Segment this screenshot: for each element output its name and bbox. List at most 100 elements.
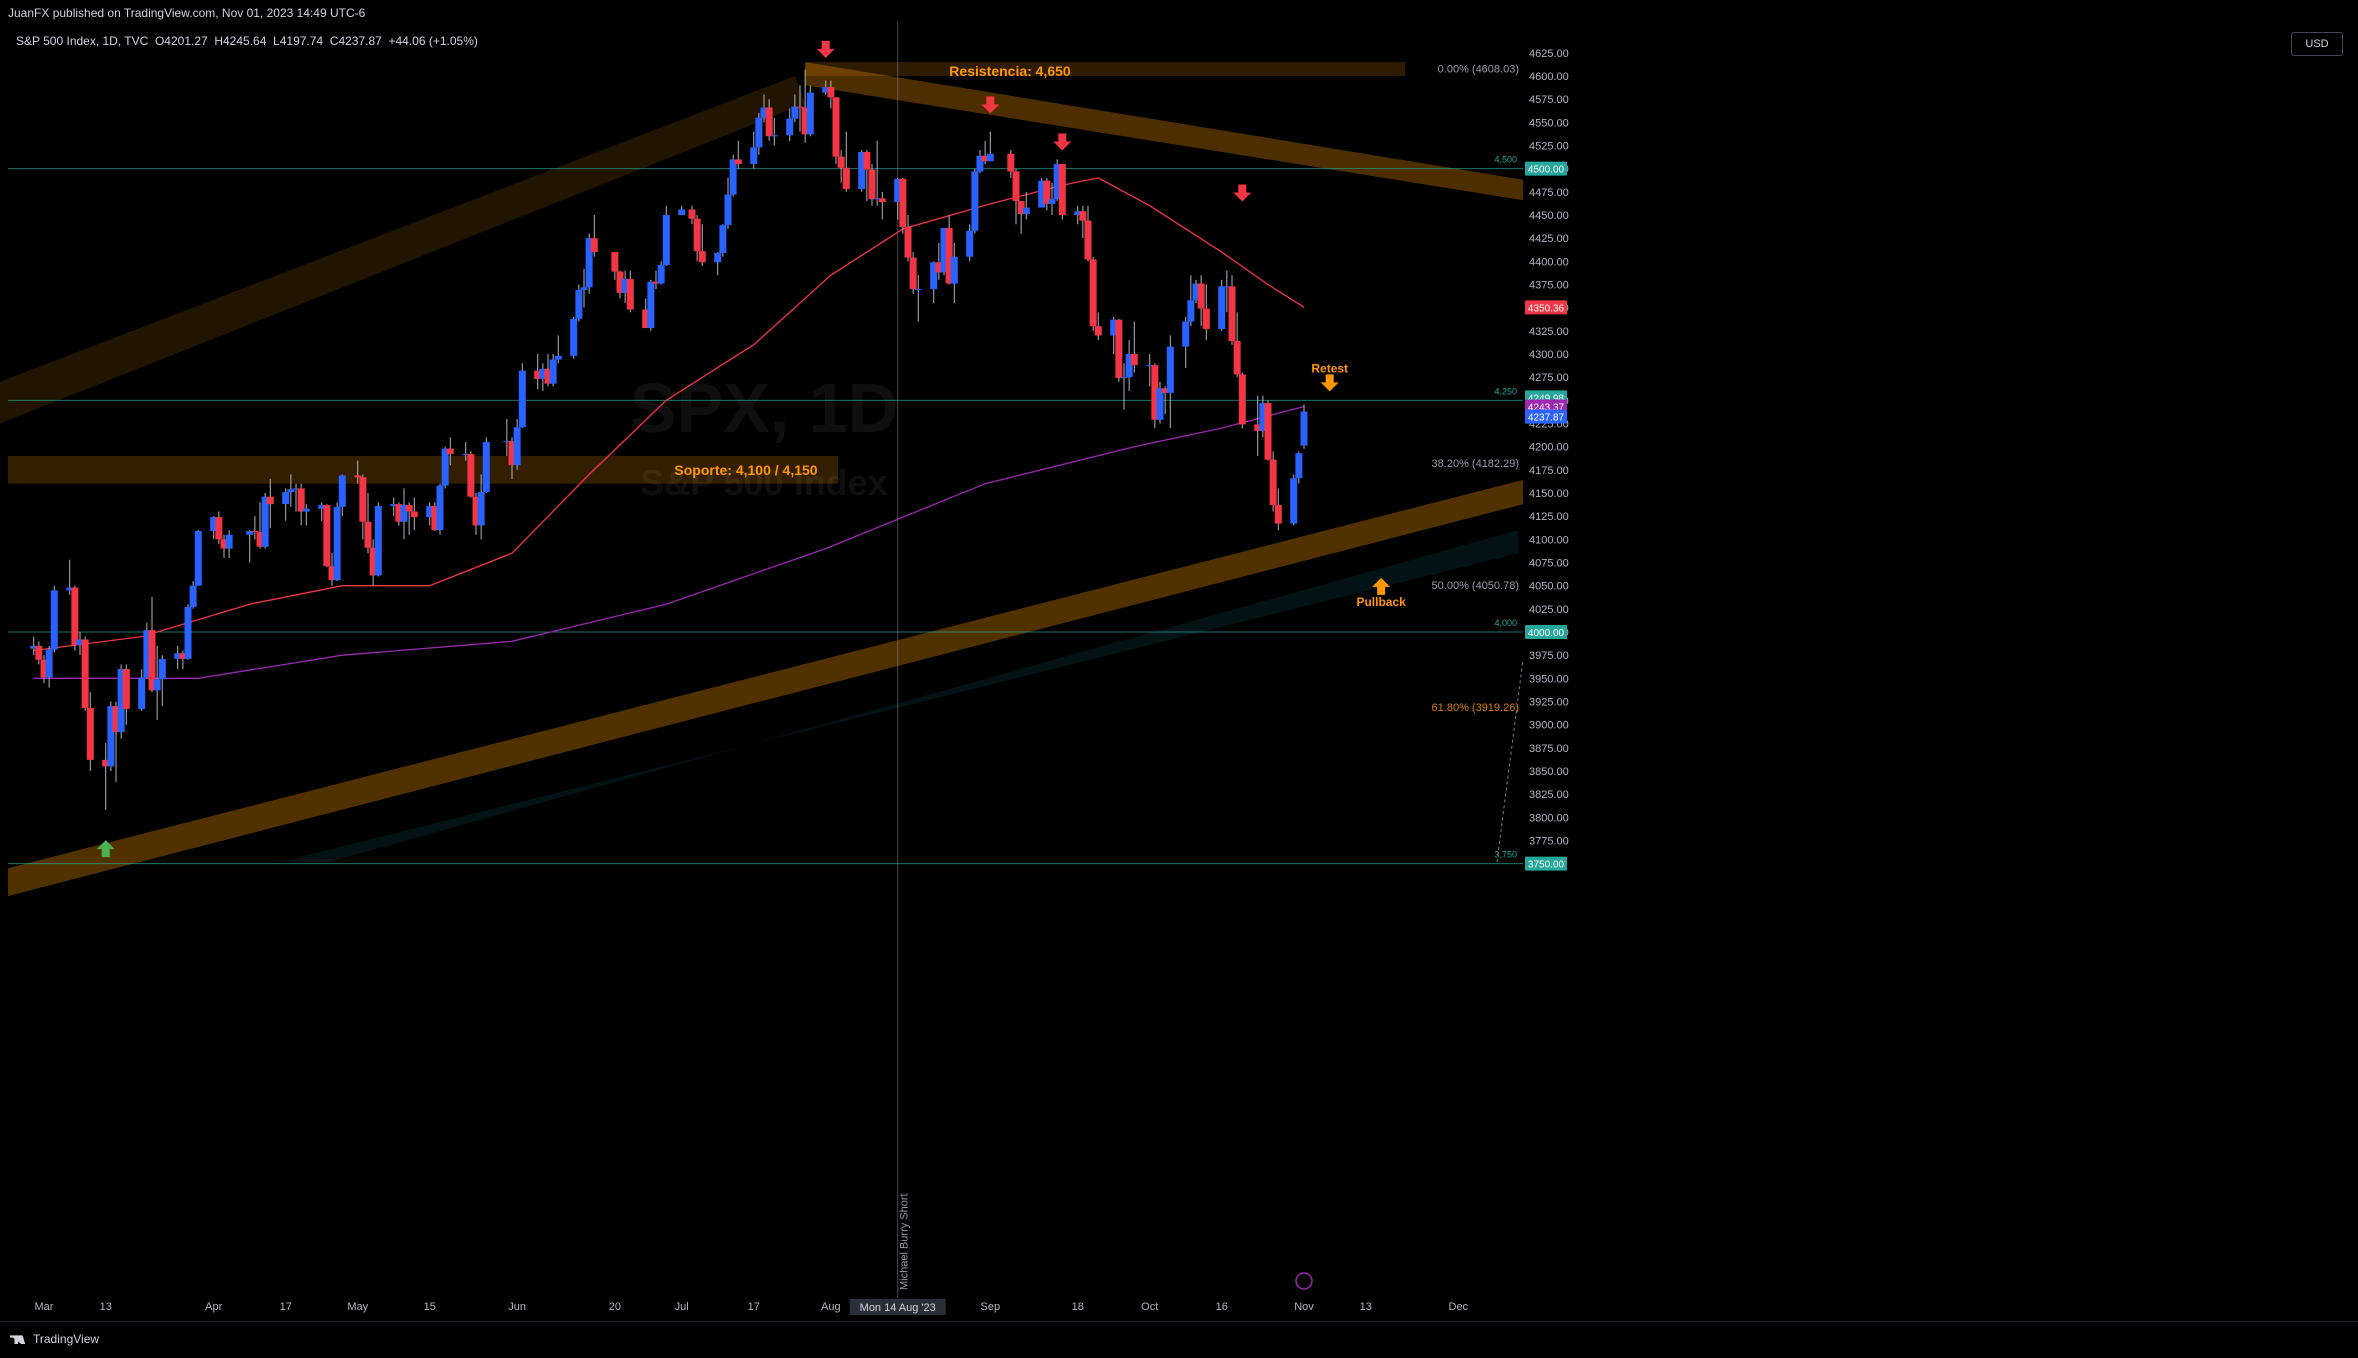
candle-body — [30, 645, 38, 649]
y-tick-label: 3875.00 — [1529, 743, 1569, 755]
candle-body — [657, 265, 665, 284]
candle-body — [45, 649, 53, 678]
candle-body — [662, 215, 670, 266]
candle-body — [971, 171, 979, 231]
candle-body — [966, 230, 974, 257]
y-tick-label: 3925.00 — [1529, 697, 1569, 709]
x-tick-label: Oct — [1141, 1301, 1158, 1313]
retest-label: Retest — [1311, 362, 1348, 376]
candle-body — [678, 209, 686, 215]
y-tick-label: 4150.00 — [1529, 488, 1569, 500]
x-tick-label: 18 — [1072, 1301, 1084, 1313]
price-tag-text: 4350.36 — [1528, 303, 1565, 314]
candle-body — [868, 169, 876, 200]
watermark-symbol: SPX, 1D — [630, 369, 898, 447]
retest-arrow-icon — [1320, 374, 1339, 392]
candle-body — [914, 289, 922, 291]
candle-body — [374, 505, 382, 576]
candle-body — [503, 441, 511, 443]
event-marker-icon — [1295, 1272, 1313, 1290]
symbol-ohlc-line: S&P 500 Index, 1D, TVC O4201.27 H4245.64… — [16, 34, 478, 48]
crosshair-date-tag: Mon 14 Aug '23 — [849, 1299, 946, 1315]
candle-body — [400, 505, 408, 522]
price-tag-text: 4243.37 — [1528, 402, 1565, 413]
candle-body — [734, 159, 742, 165]
candle-body — [837, 156, 845, 168]
resistance-label: Resistencia: 4,650 — [949, 63, 1071, 79]
x-tick-label: 15 — [424, 1301, 436, 1313]
candle-body — [585, 238, 593, 288]
candle-body — [590, 238, 598, 253]
candle-body — [894, 178, 902, 203]
brand-label: TradingView — [33, 1332, 100, 1346]
candle-body — [302, 508, 310, 512]
fib-level-label: 61.80% (3919.26) — [1432, 702, 1519, 714]
candle-body — [446, 448, 454, 455]
tradingview-logo[interactable]: TradingView — [10, 1332, 99, 1346]
candle-body — [1007, 153, 1015, 172]
x-tick-label: Sep — [980, 1301, 1000, 1313]
candle-body — [266, 496, 274, 505]
price-tag: 3750.00 — [1525, 856, 1567, 871]
candle-body — [333, 506, 341, 581]
candle-body — [575, 290, 583, 319]
candle-body — [1269, 459, 1277, 506]
y-tick-label: 4450.00 — [1529, 210, 1569, 222]
price-tag-bg — [1525, 161, 1567, 176]
crosshair-date-bg — [849, 1299, 946, 1315]
candle-body — [935, 262, 943, 273]
down-arrow-icon — [1053, 133, 1072, 151]
candle-body — [698, 251, 706, 263]
candle-body — [909, 257, 917, 290]
price-tag-text: 4237.87 — [1528, 413, 1565, 424]
candle-body — [832, 97, 840, 157]
candle-body — [616, 271, 624, 293]
candle-body — [297, 488, 305, 512]
candle-body — [210, 517, 218, 531]
candle-body — [950, 256, 958, 284]
candle-body — [112, 706, 120, 733]
y-tick-label: 3800.00 — [1529, 812, 1569, 824]
published-line: JuanFX published on TradingView.com, Nov… — [8, 6, 366, 20]
candle-body — [693, 218, 701, 252]
candle-body — [138, 677, 146, 709]
candle-body — [179, 653, 187, 659]
candle-body — [858, 151, 866, 190]
candle-body — [338, 475, 346, 507]
candle-body — [215, 517, 223, 540]
candle-body — [1223, 286, 1231, 288]
down-arrow-icon — [1233, 184, 1252, 202]
y-tick-label: 4375.00 — [1529, 280, 1569, 292]
candle-body — [981, 155, 989, 162]
candle-body — [1146, 365, 1154, 367]
candle-body — [688, 209, 696, 219]
candle-body — [508, 441, 516, 466]
candle-body — [1079, 211, 1087, 221]
candle-body — [1038, 180, 1046, 208]
bottom-bar — [0, 1321, 2358, 1358]
y-tick-label: 4200.00 — [1529, 442, 1569, 454]
candle-body — [1238, 374, 1246, 425]
candle-body — [554, 355, 562, 360]
candle-body — [755, 117, 763, 148]
price-tag-bg — [1525, 409, 1567, 424]
candle-body — [904, 227, 912, 258]
currency-button[interactable]: USD — [2291, 32, 2343, 56]
candle-body — [261, 496, 269, 547]
candle-body — [1156, 388, 1164, 420]
fib-level-label: 0.00% (4608.03) — [1438, 64, 1519, 76]
price-tag: 4350.36 — [1525, 300, 1567, 315]
candle-body — [1012, 171, 1020, 202]
horizontal-line-label: 4,250 — [1494, 386, 1517, 396]
candle-body — [390, 504, 398, 506]
candle-body — [220, 539, 228, 549]
candle-body — [518, 370, 526, 428]
candle-body — [81, 639, 89, 708]
candle-body — [1094, 326, 1102, 336]
candle-body — [251, 530, 259, 532]
candle-body — [426, 505, 434, 518]
candle-body — [580, 287, 588, 291]
candle-body — [1110, 319, 1118, 336]
candle-body — [719, 225, 727, 253]
